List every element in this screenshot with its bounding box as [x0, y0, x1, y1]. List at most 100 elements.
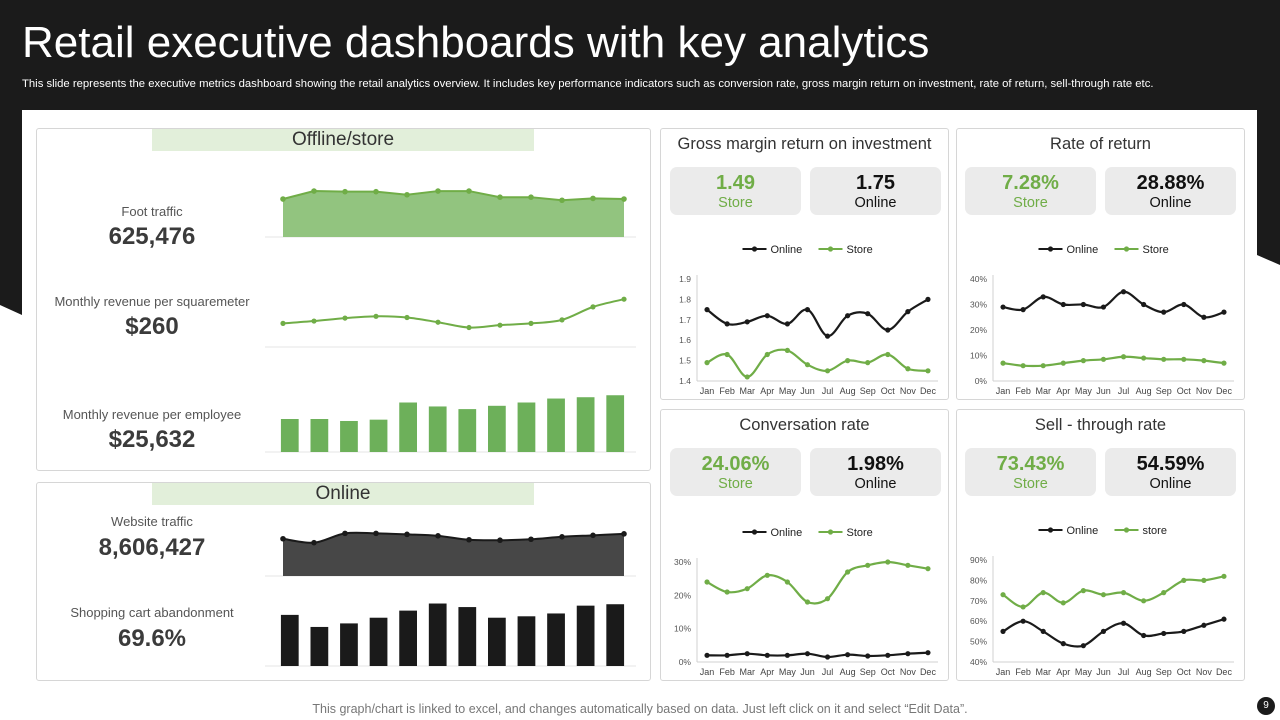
- sell-xtick-feb: Feb: [1015, 667, 1031, 677]
- conv-xtick-mar: Mar: [739, 667, 755, 677]
- gmroi-store-value: 1.49: [716, 172, 755, 194]
- sell-ytick-1: 40%: [970, 657, 987, 667]
- sell-ytick-6: 90%: [970, 555, 987, 565]
- sell-legend-label-2: store: [1143, 525, 1167, 537]
- foot_traffic-point-3: [342, 188, 348, 195]
- gmroi-series-2-point-1: [704, 360, 710, 366]
- ror-online-kpi: 28.88% Online: [1105, 167, 1236, 215]
- gmroi-online-label: Online: [854, 195, 897, 211]
- page-subtitle: This slide represents the executive metr…: [22, 78, 1154, 90]
- foot_traffic-point-6: [435, 188, 441, 194]
- gmroi-series-2-point-4: [764, 351, 770, 358]
- rev_sqm-point-3: [342, 315, 348, 321]
- gmroi-xtick-sep: Sep: [860, 386, 876, 396]
- conv-series-2-point-4: [764, 572, 770, 578]
- ror-series-1-point-3: [1040, 294, 1046, 300]
- ror-line-chart[interactable]: Online Store 0% 10% 20% 30% 40% Jan Feb Mar Apr May…: [957, 237, 1244, 399]
- gmroi-xtick-mar: Mar: [739, 386, 755, 396]
- conversion-store-kpi: 24.06% Store: [670, 448, 801, 496]
- conv-xtick-nov: Nov: [900, 667, 917, 677]
- sell-series-1-point-7: [1120, 620, 1127, 626]
- web_traffic-point-7: [466, 536, 472, 543]
- ror-xtick-jun: Jun: [1096, 386, 1111, 396]
- gmroi-series-1-point-8: [845, 313, 851, 319]
- sell-series-1-point-1: [1000, 628, 1006, 634]
- conversion-store-label: Store: [718, 476, 753, 492]
- conv-series-1-point-11: [905, 651, 911, 657]
- cart_abandon-bar-11: [576, 605, 595, 666]
- sell-xtick-aug: Aug: [1136, 667, 1152, 677]
- sell-through-line-chart[interactable]: Online store 40% 50% 60% 70% 80% 90% Jan Feb Mar Ap…: [957, 518, 1244, 680]
- conv-series-1-point-3: [744, 651, 750, 657]
- web_traffic-point-8: [497, 537, 503, 544]
- ror-ytick-5: 40%: [970, 274, 987, 284]
- gmroi-legend-marker-1: [751, 246, 758, 252]
- sell-xtick-sep: Sep: [1156, 667, 1172, 677]
- gmroi-series-1-point-5: [784, 321, 790, 327]
- sell-series-1-point-10: [1181, 628, 1187, 634]
- ror-store-kpi: 7.28% Store: [965, 167, 1096, 215]
- sell-series-2-point-10: [1181, 577, 1187, 583]
- foot-traffic-value: 625,476: [108, 223, 196, 250]
- sell-series-2-point-12: [1221, 573, 1227, 579]
- conversion-title: Conversation rate: [739, 416, 870, 434]
- title-band: [0, 0, 1280, 315]
- foot-traffic-area-chart[interactable]: [265, 184, 640, 239]
- conv-series-1-point-8: [845, 652, 851, 658]
- foot_traffic-point-7: [466, 188, 472, 194]
- ror-series-1-point-5: [1080, 301, 1086, 308]
- sell-series-2-point-5: [1080, 588, 1086, 594]
- sell-series-1-point-9: [1161, 630, 1167, 637]
- sell-series-1-line: [1002, 618, 1225, 648]
- web_traffic-point-12: [621, 531, 627, 537]
- ror-legend-marker-2: [1123, 246, 1130, 252]
- conv-legend-label-2: Store: [847, 527, 873, 539]
- conv-series-1-point-7: [824, 654, 831, 660]
- cart-abandonment-bar-chart[interactable]: [265, 593, 640, 668]
- gmroi-xtick-apr: Apr: [760, 386, 774, 396]
- gmroi-series-2-point-6: [804, 362, 811, 368]
- ror-ytick-2: 10%: [970, 351, 987, 361]
- conversion-online-value: 1.98%: [847, 453, 904, 475]
- website-traffic-area-chart[interactable]: [265, 523, 640, 578]
- foot_traffic-point-8: [497, 194, 503, 200]
- ror-series-2-point-9: [1161, 356, 1167, 362]
- ror-ytick-3: 20%: [970, 325, 987, 335]
- conv-legend-marker-1: [751, 529, 758, 535]
- gmroi-line-chart[interactable]: Online Store 1.4 1.5 1.6 1.7 1.8 1.9 Jan Feb Mar Ap…: [661, 237, 948, 399]
- conv-series-2-point-11: [905, 562, 911, 568]
- sell-ytick-4: 70%: [970, 596, 987, 606]
- revenue-per-employee-value: $25,632: [108, 426, 196, 453]
- ror-series-2-point-5: [1080, 358, 1086, 364]
- ror-series-2-point-11: [1201, 358, 1207, 364]
- offline-store-panel: Offline/store Foot traffic 625,476 Month…: [36, 128, 651, 471]
- ror-store-value: 7.28%: [1002, 172, 1059, 194]
- cart_abandon-bar-5: [399, 610, 417, 666]
- sell-xtick-oct: Oct: [1177, 667, 1192, 677]
- revenue-per-sqm-line-chart[interactable]: [265, 284, 640, 349]
- revenue-per-employee-bar-chart[interactable]: [265, 384, 640, 454]
- footer-note: This graph/chart is linked to excel, and…: [312, 702, 968, 716]
- ror-xtick-feb: Feb: [1015, 386, 1031, 396]
- sell-series-1-point-11: [1201, 622, 1207, 628]
- conversion-line-chart[interactable]: Online Store 0% 10% 20% 30% Jan Feb Mar Apr May Jun…: [661, 520, 948, 680]
- conversion-card: Conversation rate 24.06% Store 1.98% Onl…: [660, 409, 949, 681]
- web_traffic-point-10: [559, 534, 565, 540]
- sell-through-online-value: 54.59%: [1136, 453, 1205, 475]
- gmroi-ytick-1: 1.4: [679, 376, 691, 386]
- gmroi-ytick-2: 1.5: [679, 356, 691, 366]
- conv-series-2-point-7: [824, 596, 831, 602]
- sell-xtick-dec: Dec: [1216, 667, 1233, 677]
- rev_emp-bar-3: [340, 420, 358, 452]
- gmroi-xtick-may: May: [779, 386, 797, 396]
- sell-series-1-point-3: [1040, 628, 1046, 634]
- sell-series-2-point-8: [1141, 598, 1147, 604]
- foot_traffic-point-9: [528, 194, 534, 200]
- conv-series-2-point-1: [704, 579, 710, 585]
- conv-xtick-apr: Apr: [760, 667, 774, 677]
- gmroi-series-2-line: [706, 348, 929, 379]
- rev_emp-bar-10: [547, 398, 565, 452]
- gmroi-series-1-point-4: [764, 313, 770, 319]
- ror-series-1-point-6: [1100, 304, 1107, 310]
- web_traffic-point-6: [435, 533, 441, 539]
